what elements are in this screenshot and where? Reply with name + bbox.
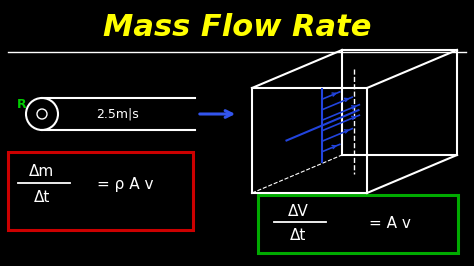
Text: 2.5m|s: 2.5m|s [97,107,139,120]
Bar [8,152,193,230]
Text: = ρ A v: = ρ A v [97,177,153,192]
Text: ΔV: ΔV [288,205,309,219]
Text: Δm: Δm [29,164,55,178]
Bar [258,195,458,253]
Text: Δt: Δt [34,189,50,205]
Text: R: R [17,98,27,111]
Text: Δt: Δt [290,227,306,243]
Text: = A v: = A v [369,217,411,231]
Text: Mass Flow Rate: Mass Flow Rate [103,14,371,43]
